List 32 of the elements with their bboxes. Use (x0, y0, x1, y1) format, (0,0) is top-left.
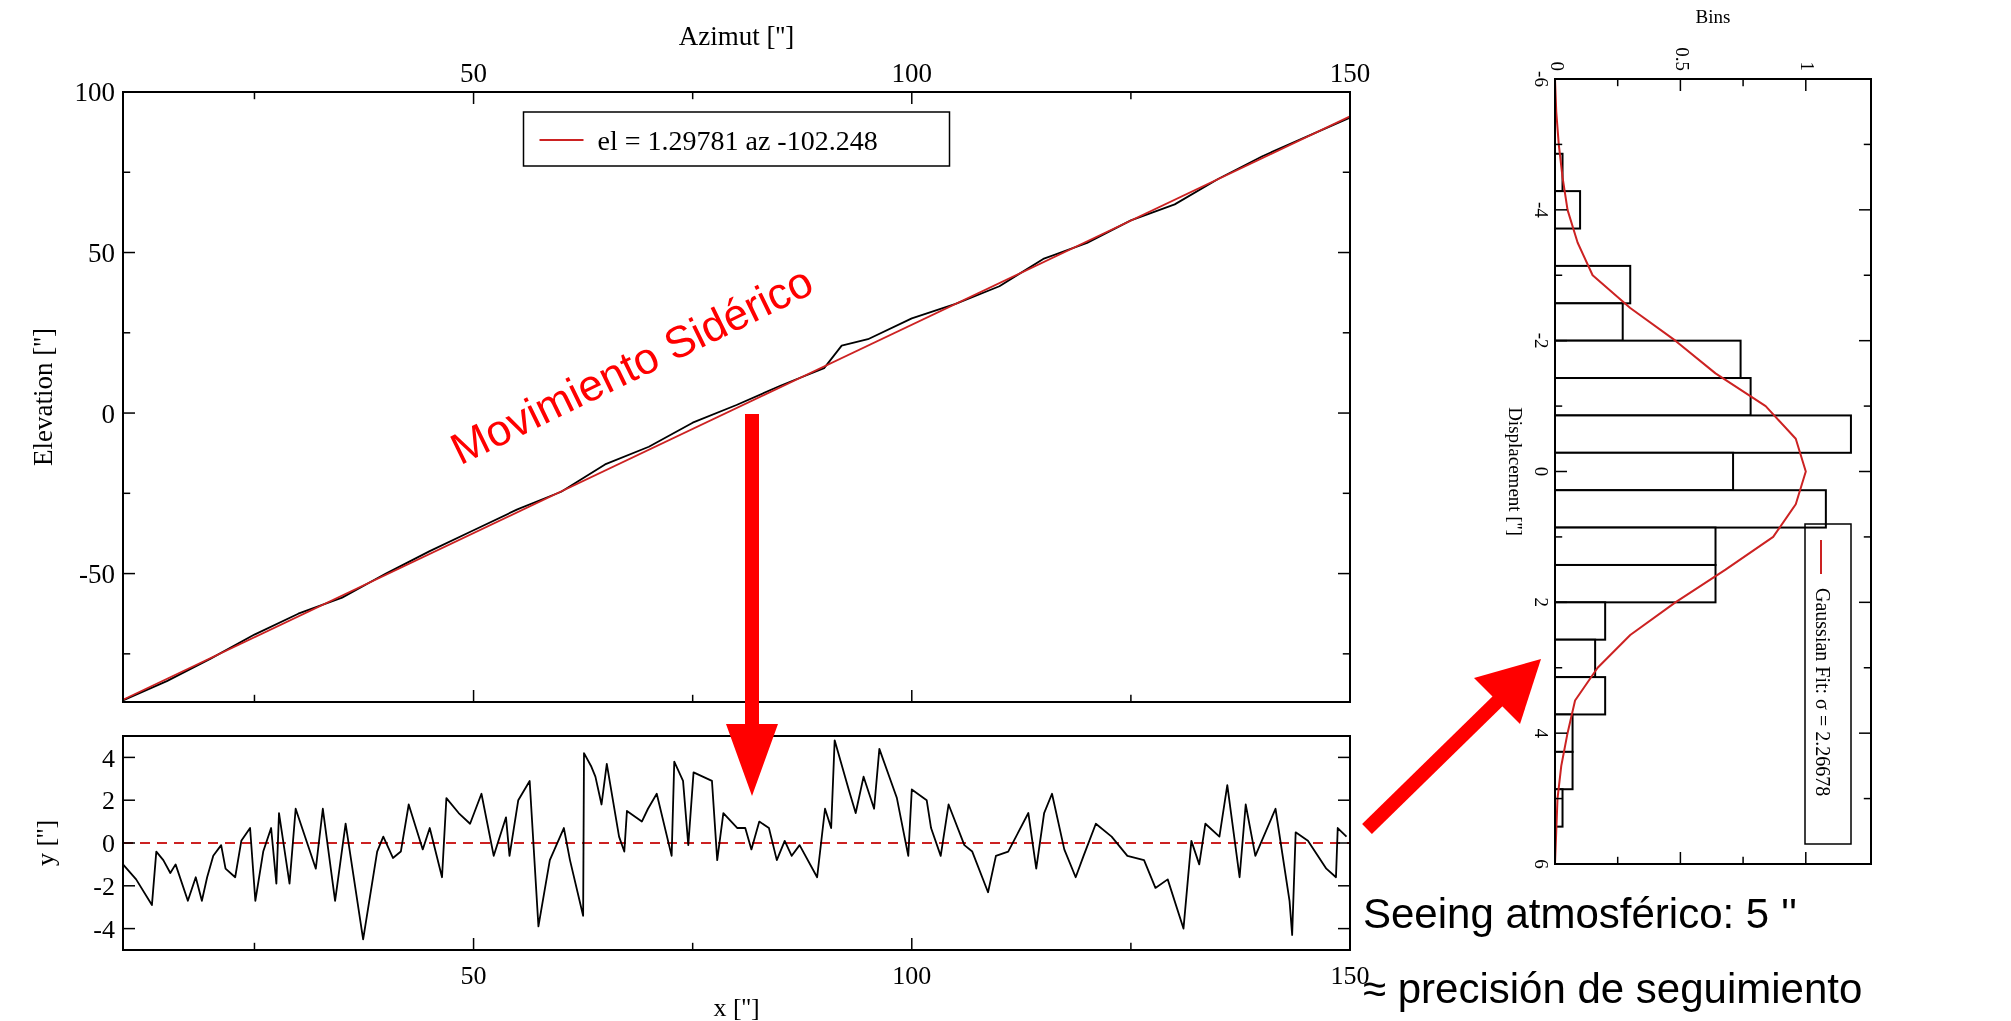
x-tick-label: 50 (460, 58, 488, 88)
y-tick-label: -2 (1530, 332, 1552, 349)
legend-label: el = 1.29781 az -102.248 (597, 124, 878, 156)
x-tick-label: 50 (460, 961, 487, 990)
y-tick-label: 6 (1530, 859, 1552, 869)
x-tick-label: 0.5 (1672, 47, 1694, 71)
y-axis-title: Displacement [''] (1504, 407, 1526, 536)
x-axis-title: x [''] (713, 993, 760, 1021)
x-tick-label: 1 (1797, 61, 1819, 71)
y-tick-label: 0 (101, 398, 115, 429)
x-axis-title: Azimut [''] (678, 21, 795, 51)
y-axis-title: y [''] (31, 819, 61, 867)
y-tick-label: 0 (102, 829, 115, 859)
y-tick-label: 50 (88, 237, 115, 268)
y-tick-label: -4 (1530, 201, 1552, 219)
x-tick-label: 100 (891, 58, 933, 88)
y-tick-label: 4 (1530, 728, 1552, 739)
y-tick-label: -4 (93, 914, 115, 944)
x-tick-label: 150 (1329, 58, 1371, 88)
x-tick-label: 0 (1546, 61, 1568, 71)
x-axis-title: Bins (1695, 6, 1731, 27)
y-tick-label: 2 (102, 786, 115, 816)
legend-label: Gaussian Fit: σ = 2.26678 (1812, 588, 1835, 797)
y-tick-label: 4 (102, 743, 115, 773)
y-tick-label: 0 (1530, 466, 1552, 477)
y-tick-label: -2 (93, 871, 115, 901)
x-tick-label: 100 (892, 961, 932, 990)
y-axis-title: Elevation [''] (28, 328, 59, 466)
text: Seeing atmosférico: 5 '' (1363, 890, 1797, 937)
y-tick-label: -6 (1530, 71, 1552, 87)
y-tick-label: -50 (79, 559, 115, 590)
y-tick-label: 2 (1530, 597, 1552, 608)
